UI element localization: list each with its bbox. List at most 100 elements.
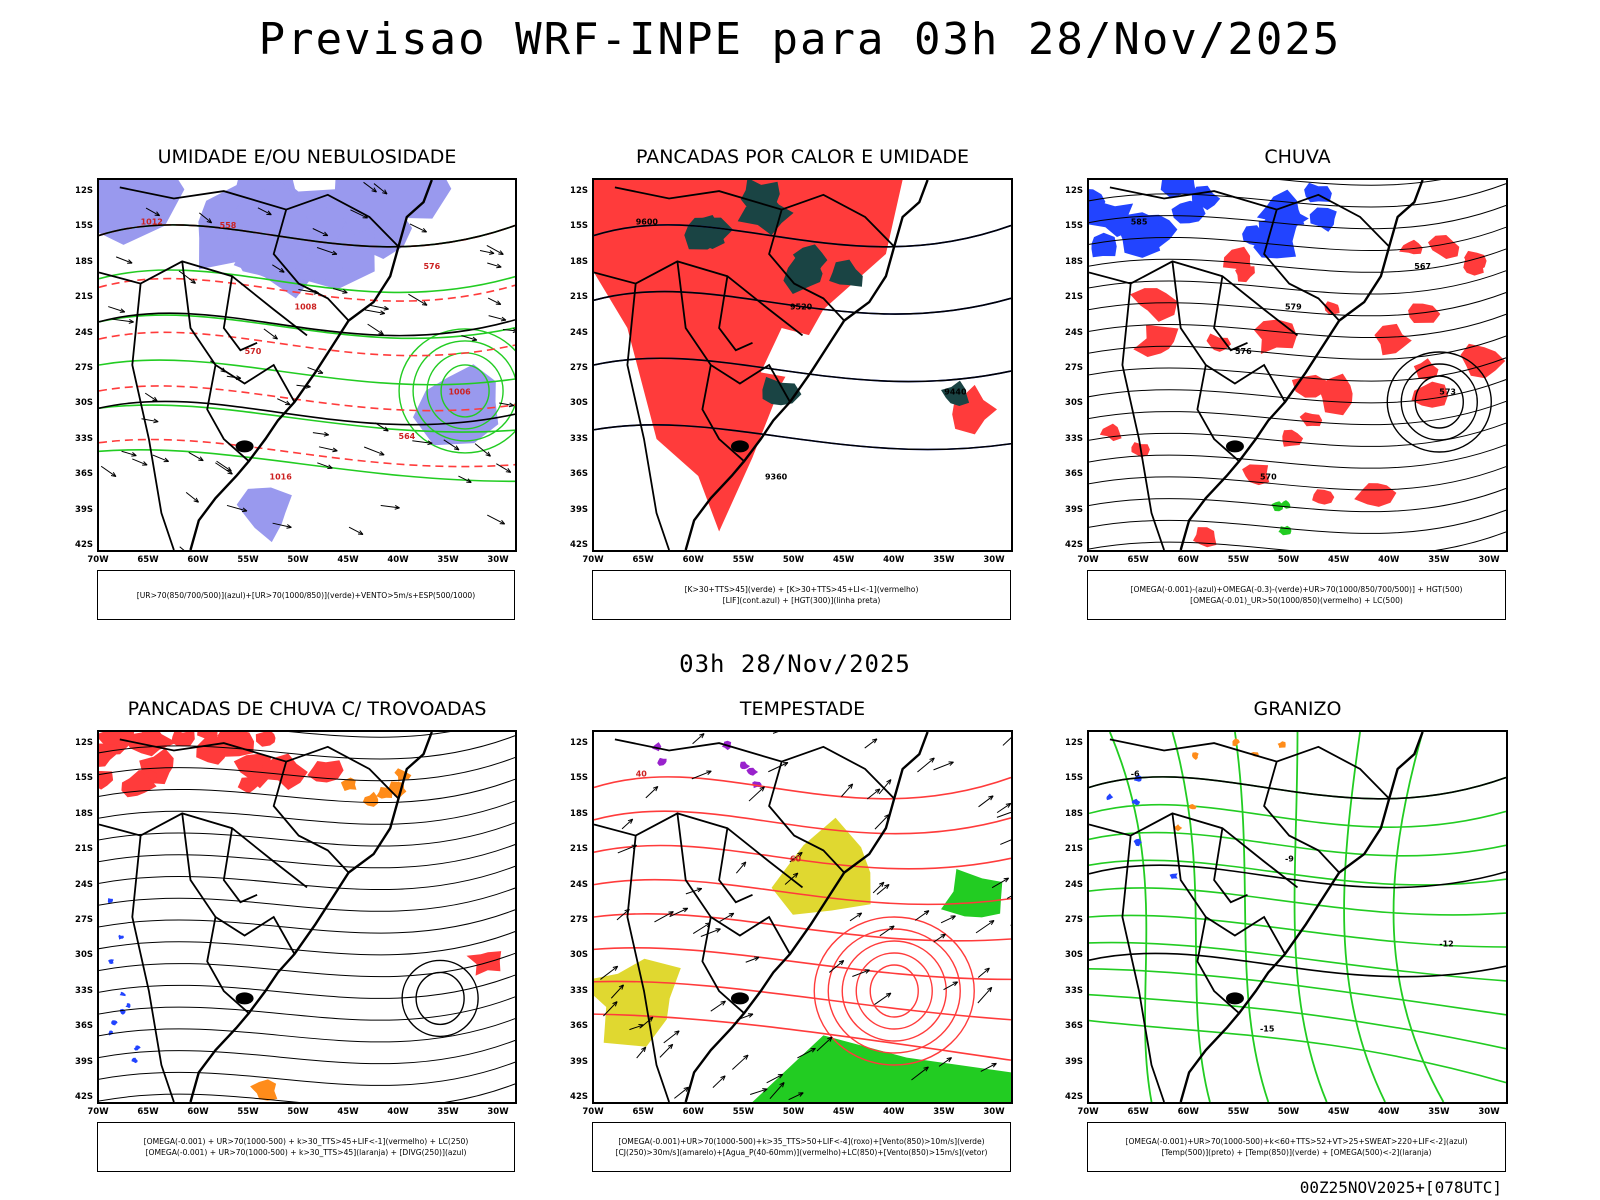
wind-vector — [179, 546, 185, 550]
lat-tick-label: 30S — [75, 398, 93, 409]
precip-water-contour — [594, 844, 1011, 870]
arrow-head — [1003, 877, 1010, 883]
wind-vector — [363, 446, 385, 456]
country-border — [99, 260, 308, 337]
lon-tick-label: 60W — [187, 1107, 209, 1117]
wind-vector — [312, 228, 329, 237]
cyclone-contour — [1400, 363, 1478, 441]
legend-line: [OMEGA(-0.001)+UR>70(1000-500)+k<60+TTS>… — [1125, 1137, 1468, 1146]
lat-tick-label: 42S — [75, 540, 93, 550]
streamline-250 — [99, 1039, 515, 1065]
lat-tick-label: 42S — [1065, 540, 1083, 550]
map-layers: 9600 9520 9440 9360 — [594, 180, 1011, 550]
thunder-area-orange — [376, 787, 393, 799]
arrow-head — [152, 396, 158, 402]
height-300-contour — [594, 424, 1011, 451]
map-svg: 9600 9520 9440 9360 — [594, 180, 1011, 550]
hail-area-blue — [1133, 838, 1142, 847]
wind-vector-850 — [975, 920, 995, 934]
panel-title-umidade: UMIDADE E/OU NEBULOSIDADE — [157, 146, 457, 168]
arrow-head — [427, 440, 433, 446]
wind-vector — [408, 293, 428, 306]
coastline — [189, 732, 433, 1102]
contour-label: 564 — [399, 432, 416, 441]
humidity-contour-green — [99, 359, 515, 386]
omega-area-orange — [1192, 752, 1199, 760]
arrow-shaft — [296, 384, 311, 388]
arrow-head — [988, 795, 994, 801]
temp-850-contour — [1089, 803, 1506, 828]
temp-500-contour — [1089, 864, 1506, 889]
lon-tick-label: 30W — [983, 1107, 1005, 1117]
arrow-shaft — [316, 247, 338, 255]
wind-vector — [115, 256, 133, 264]
arrow-shaft — [645, 786, 659, 799]
height-300-contour — [594, 224, 1011, 248]
wind-vector-850 — [879, 925, 895, 937]
streamline — [1089, 270, 1506, 295]
contour-label: 9440 — [944, 388, 967, 397]
lat-tick-label: 12S — [570, 186, 588, 196]
arrow-shaft — [1000, 839, 1011, 845]
wind-vector-850 — [719, 912, 735, 923]
thunder-area-orange — [362, 791, 379, 807]
wind-vector — [216, 460, 232, 472]
lat-tick-label: 18S — [1065, 808, 1083, 819]
arrow-head — [948, 761, 954, 766]
country-border — [181, 261, 296, 403]
rain-area-red — [1282, 429, 1304, 447]
lon-tick-label: 45W — [337, 1107, 359, 1117]
arrow-shaft — [914, 910, 930, 921]
wind-vector-850 — [692, 733, 705, 745]
streamline-250 — [99, 887, 515, 912]
legend-line: [LIF](cont.azul) + [HGT(300)](linha pret… — [722, 596, 881, 605]
arrow-shaft — [636, 1046, 647, 1059]
arrow-shaft — [874, 814, 890, 830]
lon-tick-label: 35W — [1428, 1107, 1450, 1117]
country-border — [1263, 209, 1340, 322]
wind-vector-850 — [996, 809, 1011, 818]
omega-area-blue — [1091, 232, 1117, 258]
arrow-head — [874, 788, 881, 794]
height-300-contour — [594, 357, 1011, 383]
arrow-head — [505, 468, 512, 473]
arrow-shaft — [380, 505, 400, 509]
arrow-shaft — [748, 786, 765, 802]
lon-tick-label: 50W — [1277, 555, 1300, 565]
wind-vector — [380, 504, 400, 510]
wind-vector — [487, 262, 502, 269]
arrow-head — [285, 400, 291, 406]
lat-tick-label: 33S — [1065, 985, 1083, 996]
temp-850-contour — [1109, 732, 1153, 1102]
wind-vector — [409, 223, 428, 233]
thunder-area-red — [260, 753, 308, 790]
arrow-head — [886, 779, 892, 785]
arrow-shaft — [975, 920, 995, 934]
lat-tick-label: 39S — [75, 1056, 93, 1067]
lat-tick-label: 33S — [75, 433, 93, 444]
country-border — [119, 738, 400, 800]
rain-area-red — [1463, 255, 1484, 276]
cyclone-contour — [412, 340, 515, 442]
arrow-head — [989, 920, 995, 925]
contour-label: 60 — [790, 855, 802, 864]
arrow-head — [131, 452, 137, 457]
lon-tick-label: 55W — [732, 1107, 754, 1117]
arrow-head — [371, 187, 377, 193]
arrow-head — [618, 984, 625, 990]
wind-vector-850 — [769, 1082, 785, 1099]
lat-tick-label: 30S — [1065, 398, 1083, 409]
country-border — [1109, 738, 1390, 800]
arrow-shaft — [996, 802, 1011, 814]
arrow-head — [612, 1001, 618, 1007]
wind-vector-850 — [841, 783, 854, 797]
arrow-head — [754, 956, 760, 962]
wind-vector-850 — [766, 1073, 784, 1084]
divergence-area-blue — [119, 991, 126, 997]
lon-tick-label: 65W — [137, 1107, 159, 1117]
rain-area-red — [1408, 303, 1441, 323]
wind-vector — [479, 250, 495, 255]
temp-850-contour — [1089, 1019, 1506, 1084]
thunder-area-red — [307, 760, 344, 783]
wind-vector — [486, 245, 504, 255]
